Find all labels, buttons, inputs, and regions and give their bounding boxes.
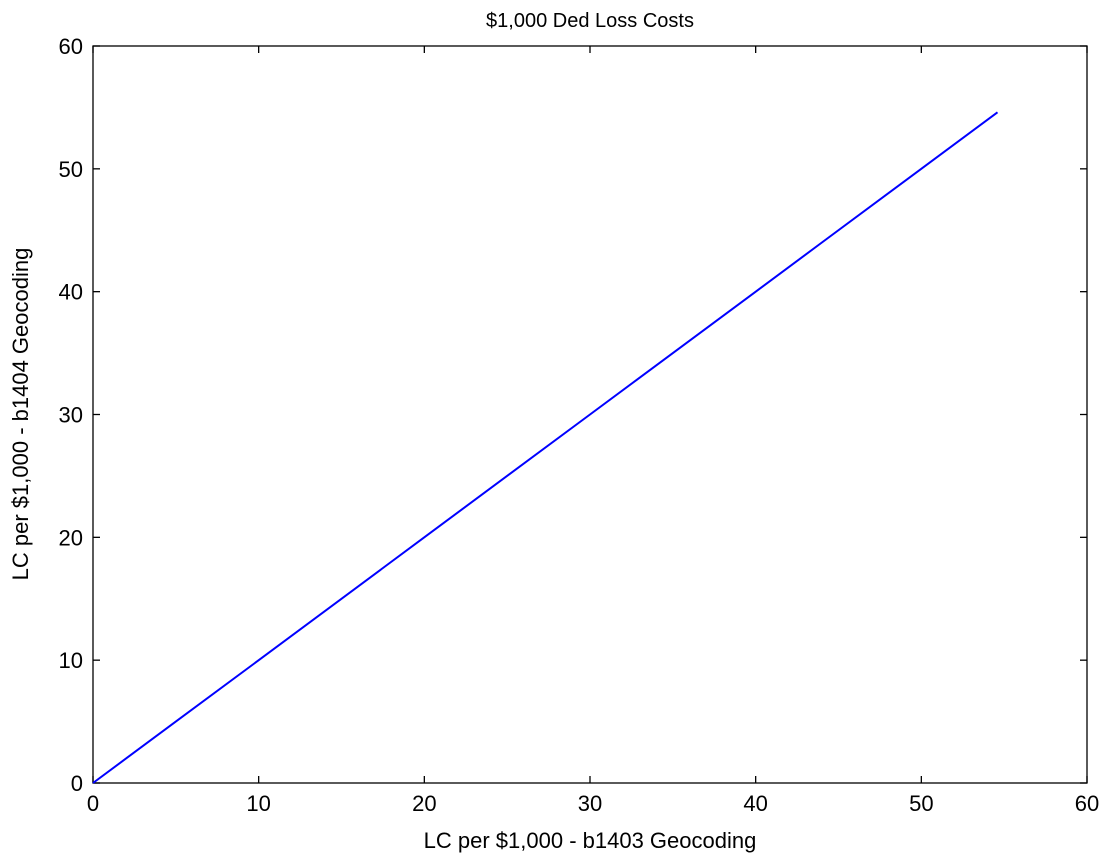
chart-title: $1,000 Ded Loss Costs — [486, 10, 694, 32]
y-tick-label: 50 — [59, 157, 83, 182]
x-tick-label: 30 — [578, 791, 602, 816]
y-axis-title: LC per $1,000 - b1404 Geocoding — [8, 248, 33, 581]
x-tick-label: 50 — [909, 791, 933, 816]
y-tick-label: 0 — [71, 771, 83, 796]
y-tick-label: 10 — [59, 648, 83, 673]
x-tick-label: 60 — [1075, 791, 1099, 816]
x-tick-label: 10 — [246, 791, 270, 816]
series-line — [92, 111, 999, 784]
y-tick-label: 20 — [59, 525, 83, 550]
axis-tick-labels: 0 10 20 30 40 50 60 0 10 20 30 40 50 60 — [59, 34, 1100, 816]
y-tick-label: 60 — [59, 34, 83, 59]
y-tick-label: 30 — [59, 403, 83, 428]
y-tick-label: 40 — [59, 280, 83, 305]
x-axis-title: LC per $1,000 - b1403 Geocoding — [424, 828, 757, 853]
x-tick-label: 20 — [412, 791, 436, 816]
x-tick-label: 40 — [743, 791, 767, 816]
axis-ticks — [92, 45, 1088, 784]
series-layer — [92, 111, 999, 784]
x-tick-label: 0 — [87, 791, 99, 816]
